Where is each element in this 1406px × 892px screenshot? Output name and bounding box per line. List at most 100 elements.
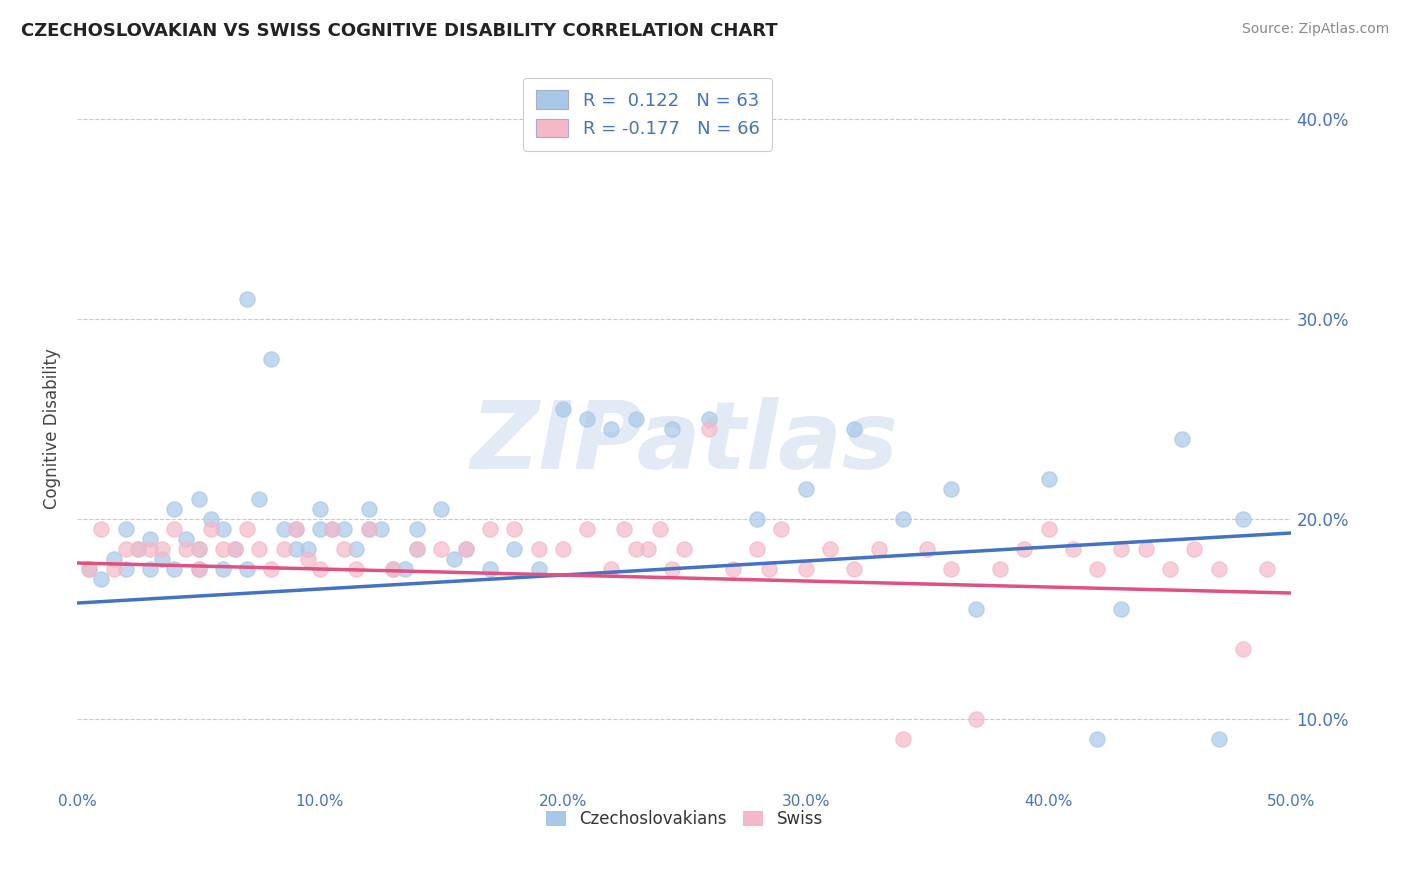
Point <box>187 541 209 556</box>
Point <box>1232 642 1254 657</box>
Point <box>370 522 392 536</box>
Point <box>163 502 186 516</box>
Text: Source: ZipAtlas.com: Source: ZipAtlas.com <box>1241 22 1389 37</box>
Point <box>236 292 259 306</box>
Point <box>1014 541 1036 556</box>
Point <box>284 522 307 536</box>
Point <box>1111 602 1133 616</box>
Point <box>454 541 477 556</box>
Point <box>176 532 198 546</box>
Point <box>309 522 332 536</box>
Point <box>624 412 647 426</box>
Point <box>200 522 222 536</box>
Point <box>103 562 125 576</box>
Point <box>211 541 233 556</box>
Point <box>844 562 866 576</box>
Point <box>236 562 259 576</box>
Point <box>747 541 769 556</box>
Point <box>576 522 599 536</box>
Point <box>77 562 100 576</box>
Point <box>357 522 380 536</box>
Point <box>247 541 270 556</box>
Point <box>600 562 623 576</box>
Point <box>406 522 429 536</box>
Point <box>965 712 987 726</box>
Point <box>90 572 112 586</box>
Point <box>965 602 987 616</box>
Point <box>1135 541 1157 556</box>
Point <box>1085 732 1108 747</box>
Point <box>357 522 380 536</box>
Point <box>661 562 683 576</box>
Point <box>758 562 780 576</box>
Point <box>1062 541 1084 556</box>
Point <box>260 562 283 576</box>
Point <box>273 522 295 536</box>
Point <box>697 412 720 426</box>
Point <box>915 541 938 556</box>
Point <box>1159 562 1181 576</box>
Point <box>114 562 136 576</box>
Point <box>200 512 222 526</box>
Point <box>721 562 744 576</box>
Point <box>381 562 404 576</box>
Point <box>612 522 634 536</box>
Point <box>1085 562 1108 576</box>
Point <box>139 541 162 556</box>
Point <box>344 541 367 556</box>
Text: CZECHOSLOVAKIAN VS SWISS COGNITIVE DISABILITY CORRELATION CHART: CZECHOSLOVAKIAN VS SWISS COGNITIVE DISAB… <box>21 22 778 40</box>
Point <box>1256 562 1278 576</box>
Point <box>139 562 162 576</box>
Y-axis label: Cognitive Disability: Cognitive Disability <box>44 349 60 509</box>
Point <box>114 522 136 536</box>
Point <box>163 522 186 536</box>
Point <box>1038 472 1060 486</box>
Point <box>224 541 246 556</box>
Point <box>90 522 112 536</box>
Point <box>284 541 307 556</box>
Point <box>114 541 136 556</box>
Point <box>224 541 246 556</box>
Point <box>1038 522 1060 536</box>
Point <box>624 541 647 556</box>
Point <box>187 491 209 506</box>
Point <box>818 541 841 556</box>
Point <box>321 522 343 536</box>
Point <box>333 541 356 556</box>
Point <box>941 482 963 496</box>
Point <box>247 491 270 506</box>
Point <box>844 422 866 436</box>
Point <box>406 541 429 556</box>
Point <box>163 562 186 576</box>
Point <box>211 562 233 576</box>
Point <box>260 351 283 366</box>
Point <box>406 541 429 556</box>
Point <box>503 522 526 536</box>
Point <box>430 502 453 516</box>
Text: ZIPatlas: ZIPatlas <box>470 397 898 490</box>
Point <box>309 502 332 516</box>
Point <box>77 562 100 576</box>
Point <box>576 412 599 426</box>
Point <box>381 562 404 576</box>
Point <box>794 482 817 496</box>
Point <box>478 562 501 576</box>
Point <box>127 541 149 556</box>
Point <box>527 541 550 556</box>
Point <box>478 522 501 536</box>
Point <box>309 562 332 576</box>
Point <box>1208 562 1230 576</box>
Point <box>297 552 319 566</box>
Point <box>284 522 307 536</box>
Point <box>297 541 319 556</box>
Point <box>1111 541 1133 556</box>
Point <box>551 541 574 556</box>
Point <box>187 562 209 576</box>
Point <box>527 562 550 576</box>
Point <box>661 422 683 436</box>
Point <box>333 522 356 536</box>
Point <box>648 522 671 536</box>
Point <box>891 732 914 747</box>
Point <box>673 541 696 556</box>
Point <box>1208 732 1230 747</box>
